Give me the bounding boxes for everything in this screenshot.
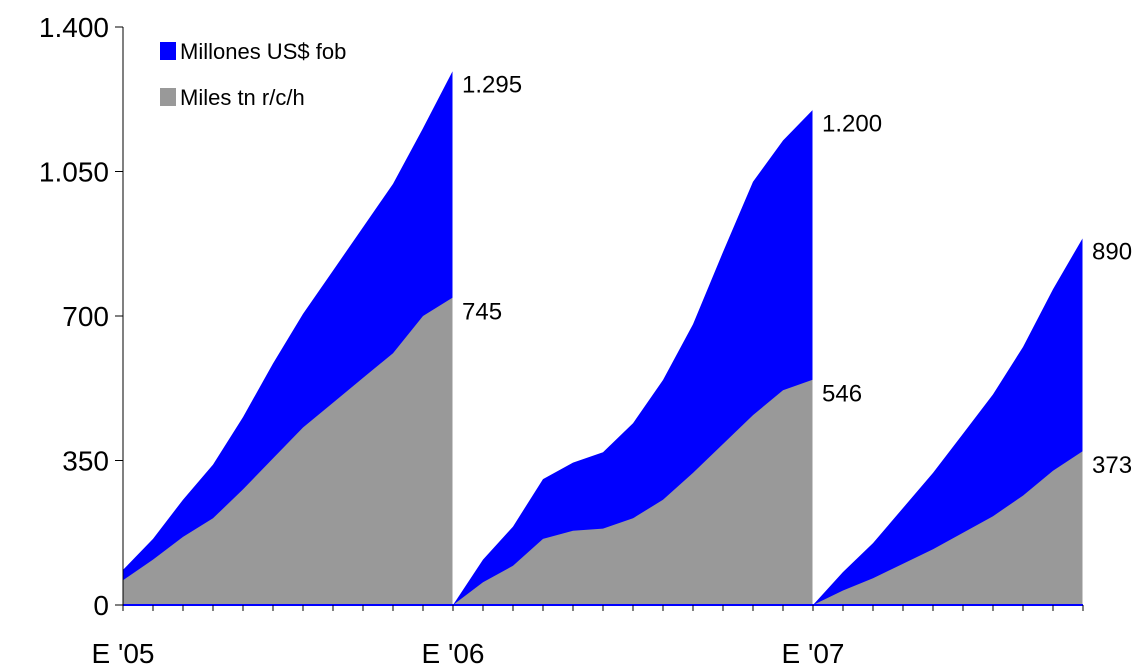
y-tick-label: 350 [62, 446, 109, 477]
data-label: 890 [1092, 239, 1132, 266]
data-label: 546 [822, 381, 862, 408]
legend-label: Millones US$ fob [180, 39, 346, 64]
area-miles-tn-segment-3 [813, 451, 1083, 605]
area-miles-tn-segment-2 [453, 379, 813, 605]
legend-label: Miles tn r/c/h [180, 85, 305, 110]
x-tick-label: E '05 [92, 638, 155, 669]
legend-swatch [160, 42, 176, 60]
y-tick-label: 0 [93, 590, 109, 621]
area-miles-tn-segment-1 [123, 297, 453, 605]
legend-swatch [160, 88, 176, 106]
data-label: 745 [462, 298, 502, 325]
y-tick-label: 700 [62, 301, 109, 332]
x-tick-label: E '06 [422, 638, 485, 669]
plot-areas [123, 70, 1084, 605]
data-label: 1.295 [462, 71, 522, 98]
data-labels: 1.295 745 1.200 546 890 373 [462, 71, 1132, 479]
axes: 0 350 700 1.050 1.400 E '05 E '06 E '07 [39, 12, 1084, 669]
y-tick-label: 1.050 [39, 157, 109, 188]
y-tick-label: 1.400 [39, 12, 109, 43]
legend: Millones US$ fob Miles tn r/c/h [160, 39, 346, 110]
data-label: 1.200 [822, 111, 882, 138]
x-tick-label: E '07 [782, 638, 845, 669]
data-label: 373 [1092, 452, 1132, 479]
